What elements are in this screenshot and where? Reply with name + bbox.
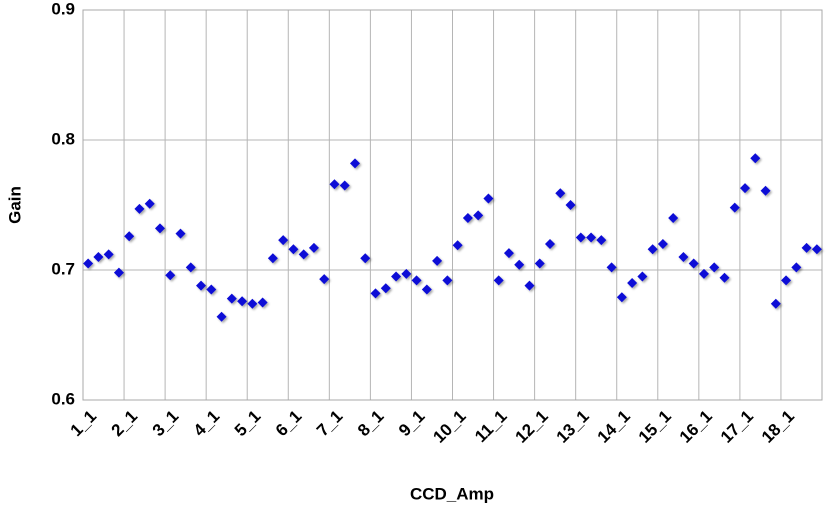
point xyxy=(432,255,443,266)
x-tick-label: 2_1 xyxy=(108,407,141,440)
x-tick-label: 14_1 xyxy=(594,407,634,447)
point xyxy=(237,296,248,307)
point xyxy=(493,275,504,286)
point xyxy=(288,244,299,255)
y-tick-label: 0.8 xyxy=(51,129,75,148)
x-tick-label: 9_1 xyxy=(395,407,428,440)
point xyxy=(391,271,402,282)
point xyxy=(206,284,217,295)
x-tick-label: 17_1 xyxy=(717,407,757,447)
point xyxy=(473,210,484,221)
y-axis-label: Gain xyxy=(5,186,24,224)
point xyxy=(103,249,114,260)
x-tick-label: 13_1 xyxy=(553,407,593,447)
point xyxy=(442,275,453,286)
point xyxy=(421,284,432,295)
point xyxy=(267,253,278,264)
point xyxy=(370,288,381,299)
point xyxy=(175,228,186,239)
point xyxy=(216,311,227,322)
point xyxy=(678,252,689,262)
point xyxy=(781,275,792,286)
point xyxy=(668,213,679,223)
point xyxy=(185,262,196,273)
point xyxy=(154,223,165,234)
point xyxy=(698,268,709,279)
point xyxy=(627,278,638,288)
x-tick-label: 11_1 xyxy=(471,407,511,447)
point xyxy=(555,188,566,199)
y-tick-label: 0.6 xyxy=(51,389,75,408)
x-tick-label: 8_1 xyxy=(354,407,387,440)
point xyxy=(565,200,576,210)
point xyxy=(801,242,812,253)
point xyxy=(534,258,545,269)
x-tick-label: 12_1 xyxy=(512,407,552,447)
x-tick-label: 18_1 xyxy=(758,407,798,447)
point xyxy=(401,268,412,279)
point xyxy=(811,244,822,255)
point xyxy=(740,183,751,194)
y-tick-label: 0.9 xyxy=(51,0,75,18)
point xyxy=(93,252,104,262)
point xyxy=(452,240,463,251)
y-tick-label: 0.7 xyxy=(51,259,75,278)
point xyxy=(319,274,330,285)
x-tick-label: 15_1 xyxy=(635,407,675,447)
point xyxy=(298,249,309,260)
point xyxy=(575,232,586,243)
point xyxy=(503,248,514,259)
x-tick-label: 16_1 xyxy=(676,407,716,447)
point xyxy=(349,158,360,169)
point xyxy=(165,270,176,281)
point xyxy=(483,193,494,204)
point xyxy=(545,239,556,249)
point xyxy=(637,271,648,282)
point xyxy=(339,180,350,191)
point xyxy=(329,179,340,190)
point xyxy=(134,203,145,214)
point xyxy=(750,153,761,164)
point xyxy=(616,292,627,303)
point xyxy=(688,258,699,269)
point xyxy=(124,231,135,242)
point xyxy=(144,198,155,209)
point xyxy=(278,235,289,246)
point xyxy=(606,262,617,273)
point xyxy=(226,293,237,304)
plot-border xyxy=(82,9,823,401)
x-tick-label: 1_1 xyxy=(67,407,100,440)
point xyxy=(719,272,730,283)
point xyxy=(524,280,535,291)
point xyxy=(308,242,319,253)
point xyxy=(462,213,473,223)
point xyxy=(596,235,607,246)
point xyxy=(380,283,391,294)
point xyxy=(760,185,771,196)
point xyxy=(257,297,268,308)
point xyxy=(196,280,207,291)
x-tick-label: 7_1 xyxy=(313,407,346,440)
point xyxy=(113,267,124,278)
x-tick-label: 10_1 xyxy=(429,407,469,447)
point xyxy=(247,298,258,309)
point xyxy=(791,262,802,273)
point xyxy=(83,258,94,269)
point xyxy=(729,202,740,213)
point xyxy=(647,244,658,255)
x-tick-label: 6_1 xyxy=(272,407,305,440)
x-axis-label: CCD_Amp xyxy=(410,484,494,503)
point xyxy=(411,275,422,286)
point xyxy=(657,239,668,249)
point xyxy=(709,262,720,273)
x-tick-label: 3_1 xyxy=(149,407,182,440)
point xyxy=(514,259,525,270)
point xyxy=(770,298,781,309)
point xyxy=(360,253,371,264)
x-tick-label: 5_1 xyxy=(231,407,264,440)
point xyxy=(586,232,597,243)
x-tick-label: 4_1 xyxy=(190,407,223,440)
